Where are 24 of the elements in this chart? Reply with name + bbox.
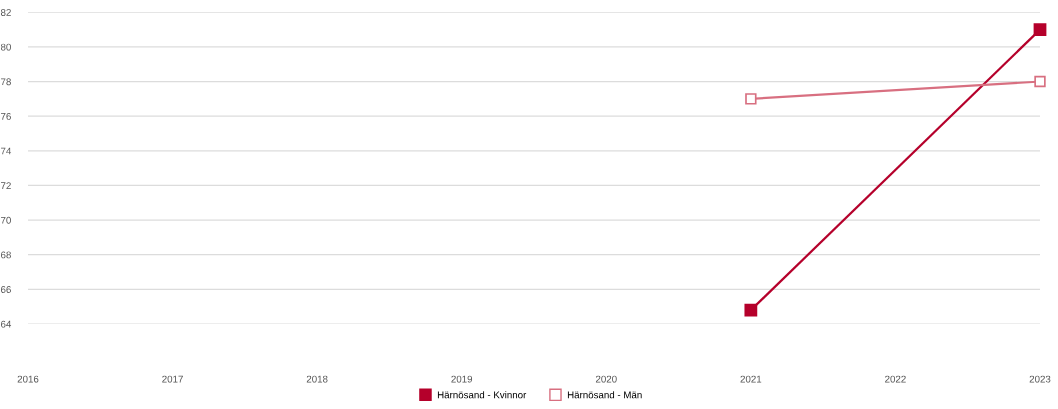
y-tick-label: 76 bbox=[1, 112, 11, 120]
x-tick-label: 2020 bbox=[595, 375, 617, 383]
legend-label: Härnösand - Män bbox=[567, 391, 642, 399]
x-tick-label: 2022 bbox=[885, 375, 906, 383]
y-tick-label: 68 bbox=[1, 251, 11, 259]
y-tick-label: 74 bbox=[1, 147, 12, 155]
point bbox=[1033, 23, 1047, 37]
x-tick-label: 2018 bbox=[306, 375, 328, 383]
x-tick-label: 2016 bbox=[17, 375, 39, 383]
y-tick-label: 64 bbox=[1, 320, 12, 328]
y-tick-label: 80 bbox=[0, 43, 11, 51]
point bbox=[1034, 75, 1046, 88]
legend-label: Härnösand - Kvinnor bbox=[437, 391, 527, 399]
y-tick-label: 78 bbox=[1, 78, 11, 86]
x-tick-label: 2021 bbox=[740, 375, 762, 383]
y-tick-label: 70 bbox=[1, 216, 11, 224]
point bbox=[745, 93, 757, 105]
x-tick-label: 2023 bbox=[1029, 375, 1051, 383]
y-tick-label: 72 bbox=[1, 182, 11, 189]
x-tick-label: 2019 bbox=[451, 375, 473, 383]
point bbox=[744, 303, 758, 317]
y-tick-label: 82 bbox=[0, 9, 11, 16]
y-tick-label: 66 bbox=[1, 286, 11, 293]
x-tick-label: 2017 bbox=[162, 375, 183, 383]
